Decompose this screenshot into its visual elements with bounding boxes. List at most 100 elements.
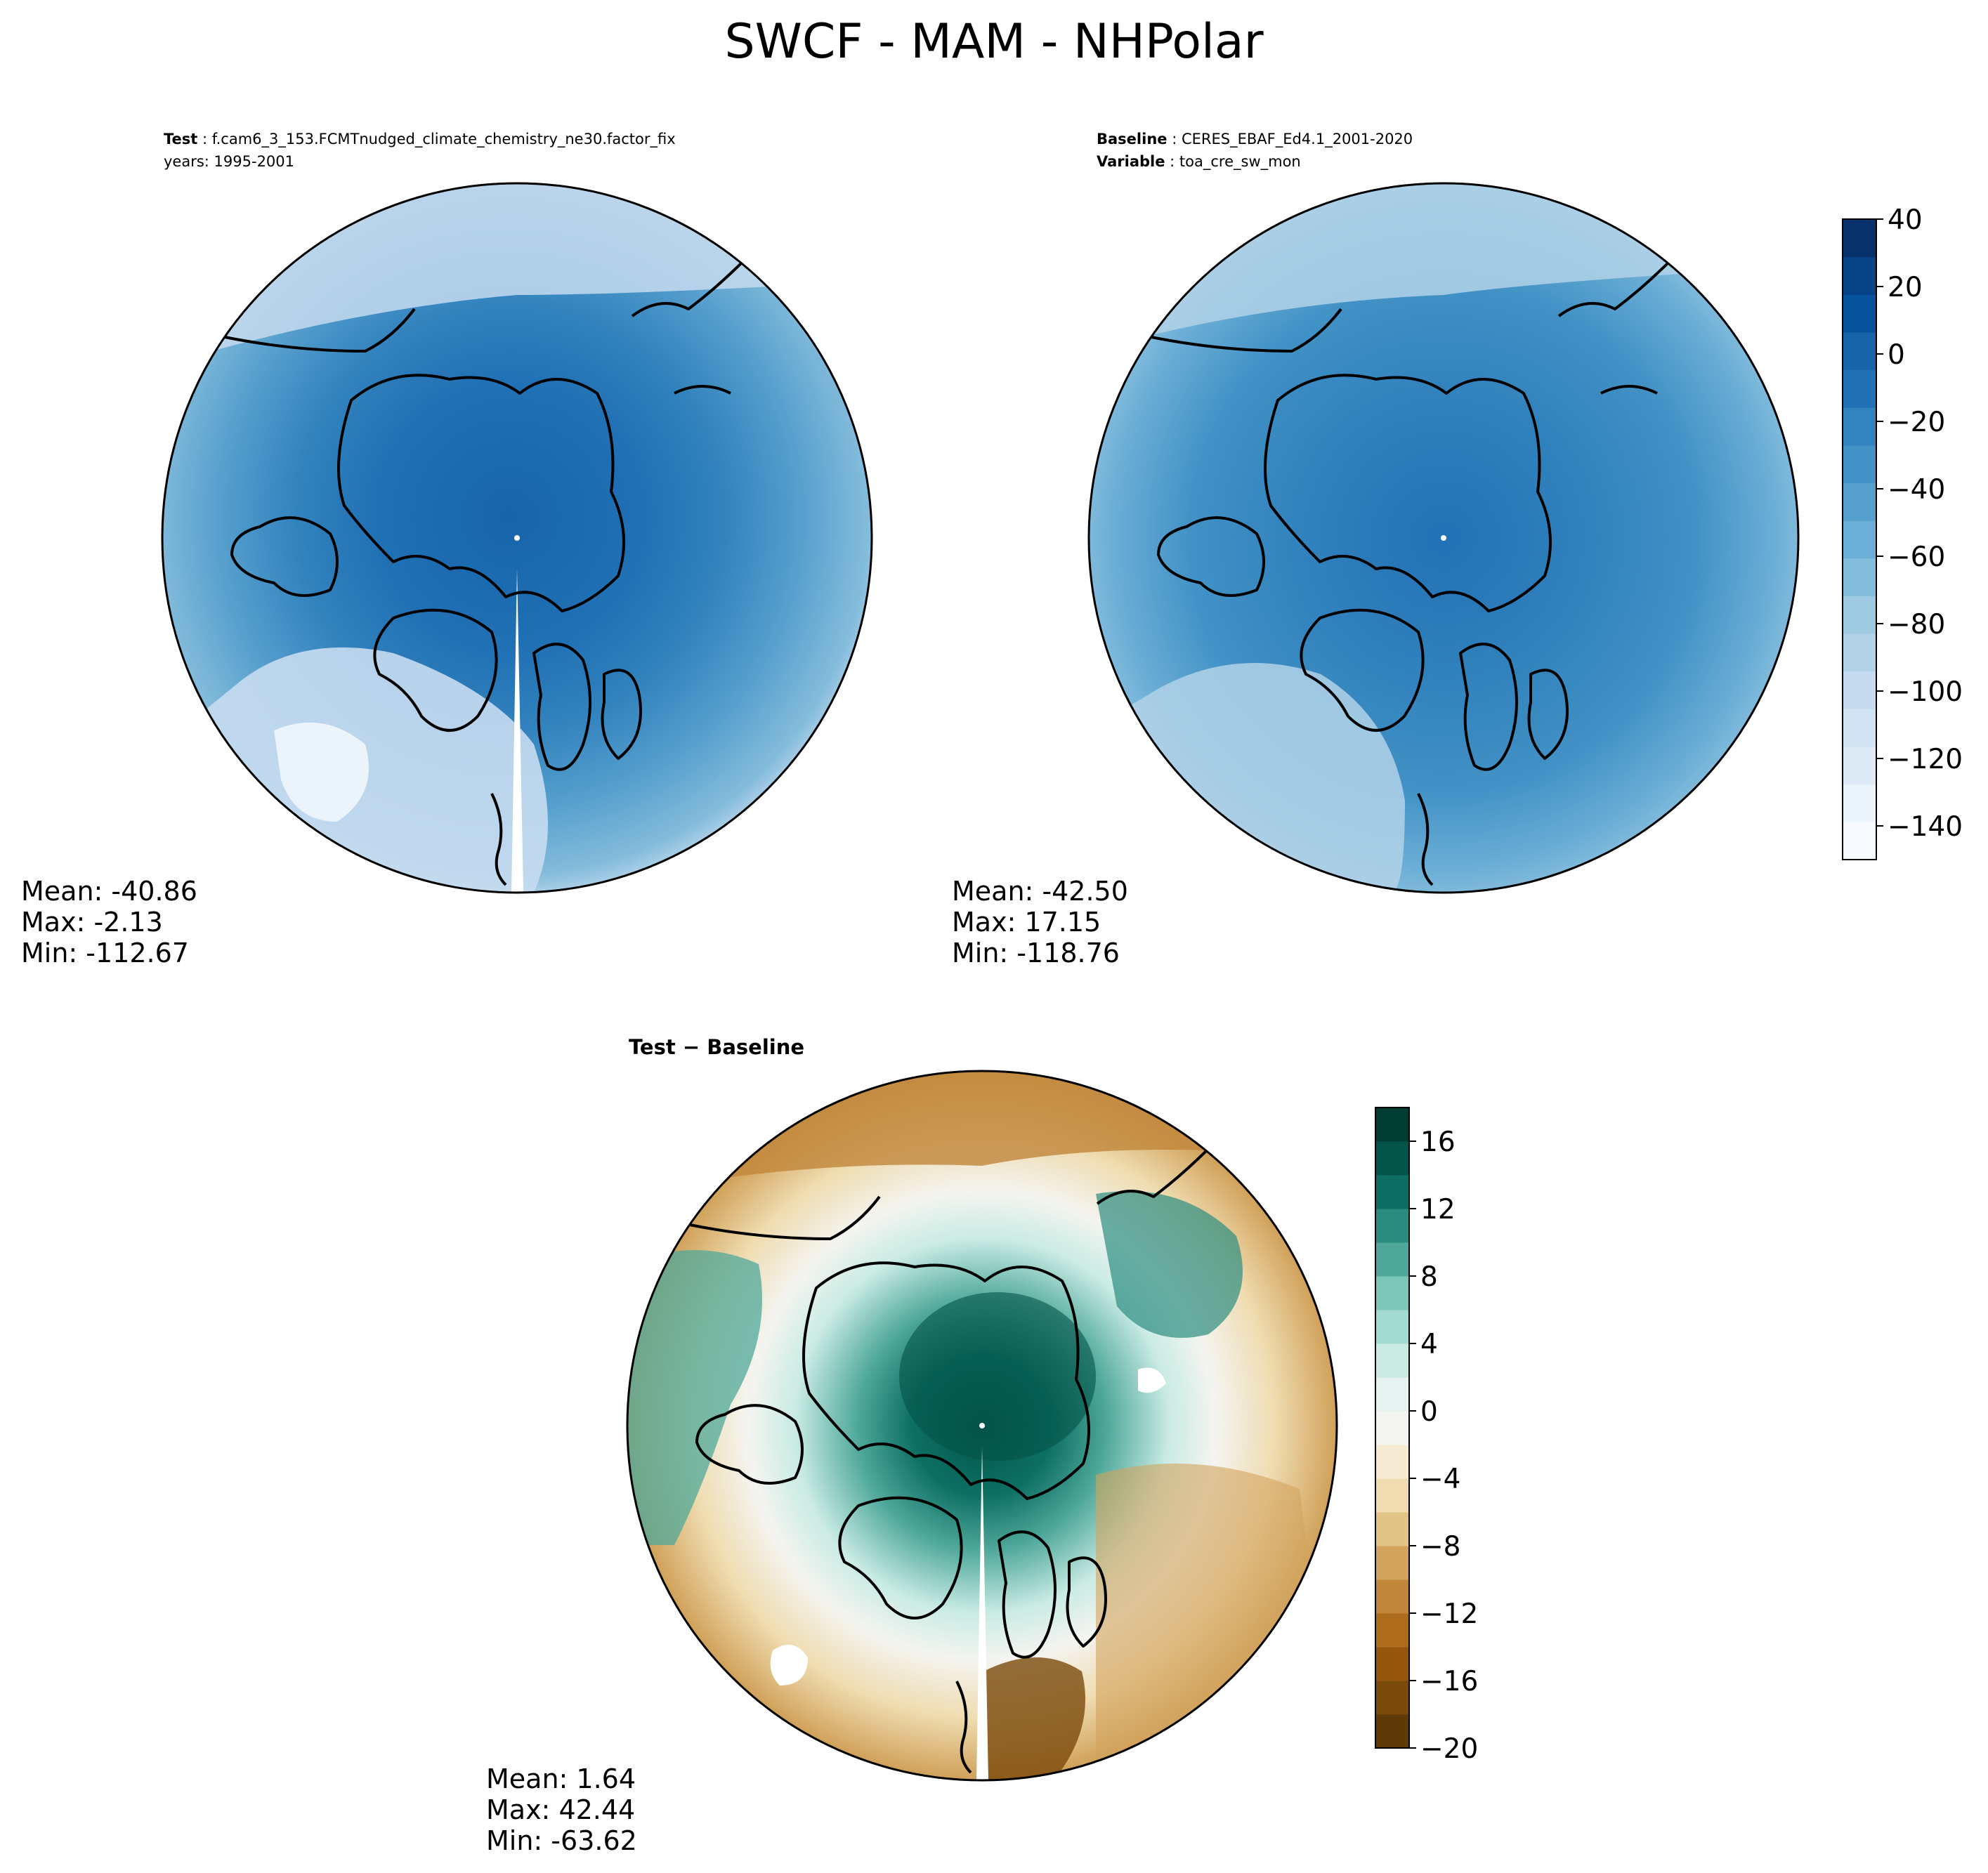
baseline-panel: Baseline : CERES_EBAF_Ed4.1_2001-2020 Va… xyxy=(952,131,1800,968)
diff-max: Max: 42.44 xyxy=(486,1794,635,1825)
diff-field-core xyxy=(899,1292,1096,1461)
diff-field-teal-east xyxy=(1096,1191,1243,1338)
diff-field-teal-west xyxy=(627,1250,762,1545)
baseline-min: Min: -118.76 xyxy=(952,938,1120,968)
diff-pole-marker xyxy=(979,1423,985,1428)
test-coastlines xyxy=(224,258,746,886)
colorbar-diff-tick-label: −8 xyxy=(1420,1531,1461,1563)
colorbar-diff-tick-label: 0 xyxy=(1420,1396,1438,1428)
colorbar-main-tick-label: −140 xyxy=(1888,811,1963,843)
baseline-variable: Variable : toa_cre_sw_mon xyxy=(1097,153,1301,171)
baseline-pole-marker xyxy=(1441,535,1446,541)
colorbar-diff-swatch xyxy=(1375,1579,1409,1614)
colorbar-diff-swatch xyxy=(1375,1310,1409,1344)
diff-coastlines xyxy=(689,1146,1211,1774)
colorbar-diff-frame xyxy=(1375,1107,1410,1749)
baseline-label: Baseline : CERES_EBAF_Ed4.1_2001-2020 xyxy=(1097,131,1413,148)
colorbar-diff-tick-label: 12 xyxy=(1420,1194,1456,1225)
colorbar-main-tick-label: −80 xyxy=(1888,609,1945,640)
colorbar-main-swatch xyxy=(1843,294,1876,333)
colorbar-diff-swatch xyxy=(1375,1681,1409,1715)
colorbar-main-swatch xyxy=(1843,558,1876,596)
colorbar-main-swatch xyxy=(1843,784,1876,822)
colorbar-diff-swatch xyxy=(1375,1613,1409,1648)
figure-title: SWCF - MAM - NHPolar xyxy=(724,14,1263,70)
colorbar-diff-tick-label: 8 xyxy=(1420,1261,1438,1293)
baseline-variable-value: toa_cre_sw_mon xyxy=(1179,153,1301,171)
colorbar-main-tick-label: −20 xyxy=(1888,407,1945,438)
colorbar-main-swatch xyxy=(1843,520,1876,559)
colorbar-main-swatch xyxy=(1843,633,1876,672)
baseline-coastlines xyxy=(1151,258,1673,886)
colorbar-diff-swatch xyxy=(1375,1377,1409,1412)
colorbar-main-swatch xyxy=(1843,256,1876,295)
colorbar-diff-swatch xyxy=(1375,1411,1409,1445)
baseline-variable-key: Variable xyxy=(1097,153,1165,170)
colorbar-diff-swatch xyxy=(1375,1276,1409,1310)
test-map-border xyxy=(161,182,873,894)
diff-min: Min: -63.62 xyxy=(486,1825,637,1856)
colorbar-main-tick-label: 40 xyxy=(1888,204,1923,236)
colorbar-main-frame xyxy=(1842,218,1877,860)
colorbar-main-swatch xyxy=(1843,822,1876,860)
colorbar-diff-swatch xyxy=(1375,1343,1409,1378)
colorbar-main-swatch xyxy=(1843,482,1876,521)
diff-mean: Mean: 1.64 xyxy=(486,1763,636,1794)
colorbar-main-swatch xyxy=(1843,445,1876,484)
colorbar-diff-swatch xyxy=(1375,1647,1409,1681)
colorbar-main-tick-label: −120 xyxy=(1888,744,1963,775)
colorbar-main-swatch xyxy=(1843,369,1876,408)
diff-missing-blob-1 xyxy=(770,1645,808,1685)
diff-field-brown-southeast xyxy=(1096,1464,1337,1780)
colorbar-main-swatch xyxy=(1843,709,1876,747)
colorbar-diff-tick-label: −4 xyxy=(1420,1464,1461,1495)
colorbar-main-tick-label: 0 xyxy=(1888,339,1905,371)
colorbar-main-swatch xyxy=(1843,219,1876,258)
test-min: Min: -112.67 xyxy=(21,938,189,968)
colorbar-diff-tick-label: 16 xyxy=(1420,1126,1456,1158)
diff-field-brown-south xyxy=(983,1657,1085,1780)
colorbar-main-tick-label: −40 xyxy=(1888,474,1945,506)
colorbar-main-swatch xyxy=(1843,596,1876,634)
diff-panel: Test − Baseline xyxy=(486,1035,1338,1856)
colorbar-main: 40 20 0 −20 −40 −60 −80 −100 −120 −140 xyxy=(1842,204,1963,860)
colorbar-diff-swatch xyxy=(1375,1175,1409,1209)
baseline-label-key: Baseline xyxy=(1097,131,1168,147)
diff-map-border xyxy=(626,1070,1338,1782)
colorbar-main-tick-label: 20 xyxy=(1888,272,1923,303)
colorbar-diff-swatch xyxy=(1375,1512,1409,1546)
colorbar-main-swatch xyxy=(1843,331,1876,371)
colorbar-main-swatch xyxy=(1843,671,1876,709)
colorbar-diff-tick-label: −12 xyxy=(1420,1598,1478,1630)
test-field-highlight xyxy=(274,722,369,822)
colorbar-diff-tick-label: −16 xyxy=(1420,1666,1478,1697)
colorbar-diff-swatch xyxy=(1375,1478,1409,1513)
baseline-max: Max: 17.15 xyxy=(952,907,1101,938)
test-label: Test : f.cam6_3_153.FCMTnudged_climate_c… xyxy=(164,131,676,148)
colorbar-main-tick-label: −100 xyxy=(1888,676,1963,708)
baseline-map-border xyxy=(1087,182,1800,894)
test-years: years: 1995-2001 xyxy=(164,153,294,170)
diff-missing-wedge xyxy=(976,1447,988,1780)
baseline-label-value: CERES_EBAF_Ed4.1_2001-2020 xyxy=(1182,131,1413,148)
test-label-key: Test xyxy=(164,131,197,147)
test-mean: Mean: -40.86 xyxy=(21,876,197,907)
colorbar-main-swatch xyxy=(1843,407,1876,446)
colorbar-diff-swatch xyxy=(1375,1546,1409,1580)
colorbar-diff-swatch xyxy=(1375,1108,1409,1142)
colorbar-main-swatch xyxy=(1843,747,1876,785)
colorbar-diff-tick-label: 4 xyxy=(1420,1329,1438,1360)
colorbar-diff-swatch xyxy=(1375,1714,1409,1749)
colorbar-diff-swatch xyxy=(1375,1141,1409,1176)
test-panel: Test : f.cam6_3_153.FCMTnudged_climate_c… xyxy=(21,131,873,968)
colorbar-diff: 16 12 8 4 0 −4 −8 −12 −16 −20 xyxy=(1375,1107,1478,1765)
colorbar-diff-swatch xyxy=(1375,1209,1409,1243)
diff-missing-blob-2 xyxy=(1138,1367,1166,1393)
test-label-value: f.cam6_3_153.FCMTnudged_climate_chemistr… xyxy=(212,131,676,148)
test-missing-wedge xyxy=(511,569,523,893)
diff-title: Test − Baseline xyxy=(629,1035,804,1059)
colorbar-diff-swatch xyxy=(1375,1445,1409,1479)
colorbar-diff-swatch xyxy=(1375,1242,1409,1277)
test-pole-marker xyxy=(514,535,520,541)
